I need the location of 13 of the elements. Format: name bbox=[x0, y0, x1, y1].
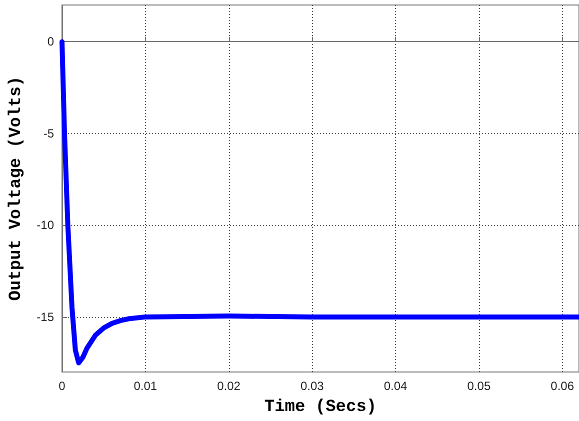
x-tick-label: 0.03 bbox=[300, 379, 324, 393]
y-tick-label: -15 bbox=[36, 310, 54, 324]
y-axis-title: Output Voltage (Volts) bbox=[7, 76, 26, 301]
x-tick-label: 0.02 bbox=[217, 379, 241, 393]
y-tick-label: -5 bbox=[43, 126, 54, 140]
x-tick-label: 0.01 bbox=[134, 379, 158, 393]
y-tick-label: -10 bbox=[36, 218, 54, 232]
x-tick-label: 0.04 bbox=[384, 379, 408, 393]
x-tick-label: 0.06 bbox=[550, 379, 574, 393]
x-axis-title: Time (Secs) bbox=[264, 398, 377, 417]
x-tick-label: 0.05 bbox=[467, 379, 491, 393]
y-tick-label: 0 bbox=[47, 34, 54, 49]
x-tick-label: 0 bbox=[58, 379, 66, 393]
